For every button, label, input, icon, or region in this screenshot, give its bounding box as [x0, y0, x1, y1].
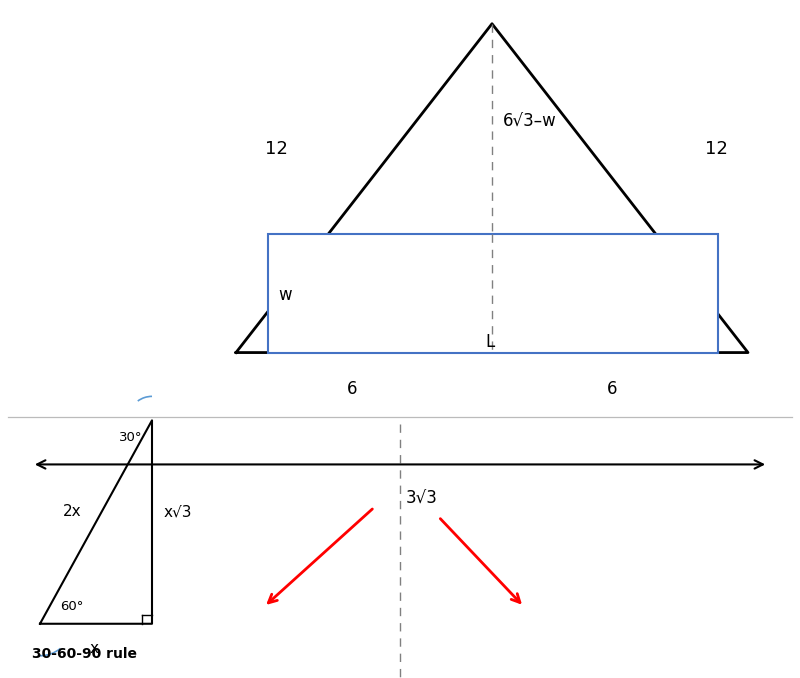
Bar [268, 234, 718, 353]
Text: 60°: 60° [60, 600, 83, 614]
Text: x√3: x√3 [164, 504, 193, 519]
Text: 6: 6 [346, 380, 358, 398]
Text: L: L [486, 334, 495, 351]
Text: w: w [278, 286, 292, 304]
Text: x: x [90, 641, 99, 656]
Text: 6: 6 [606, 380, 618, 398]
Text: 12: 12 [705, 140, 727, 158]
Text: 2x: 2x [62, 504, 82, 519]
Text: 3√3: 3√3 [406, 490, 438, 507]
Text: 12: 12 [265, 140, 287, 158]
Text: 6√3–w: 6√3–w [502, 113, 556, 131]
Text: 30°: 30° [118, 431, 142, 444]
Text: 30-60-90 rule: 30-60-90 rule [32, 647, 137, 661]
